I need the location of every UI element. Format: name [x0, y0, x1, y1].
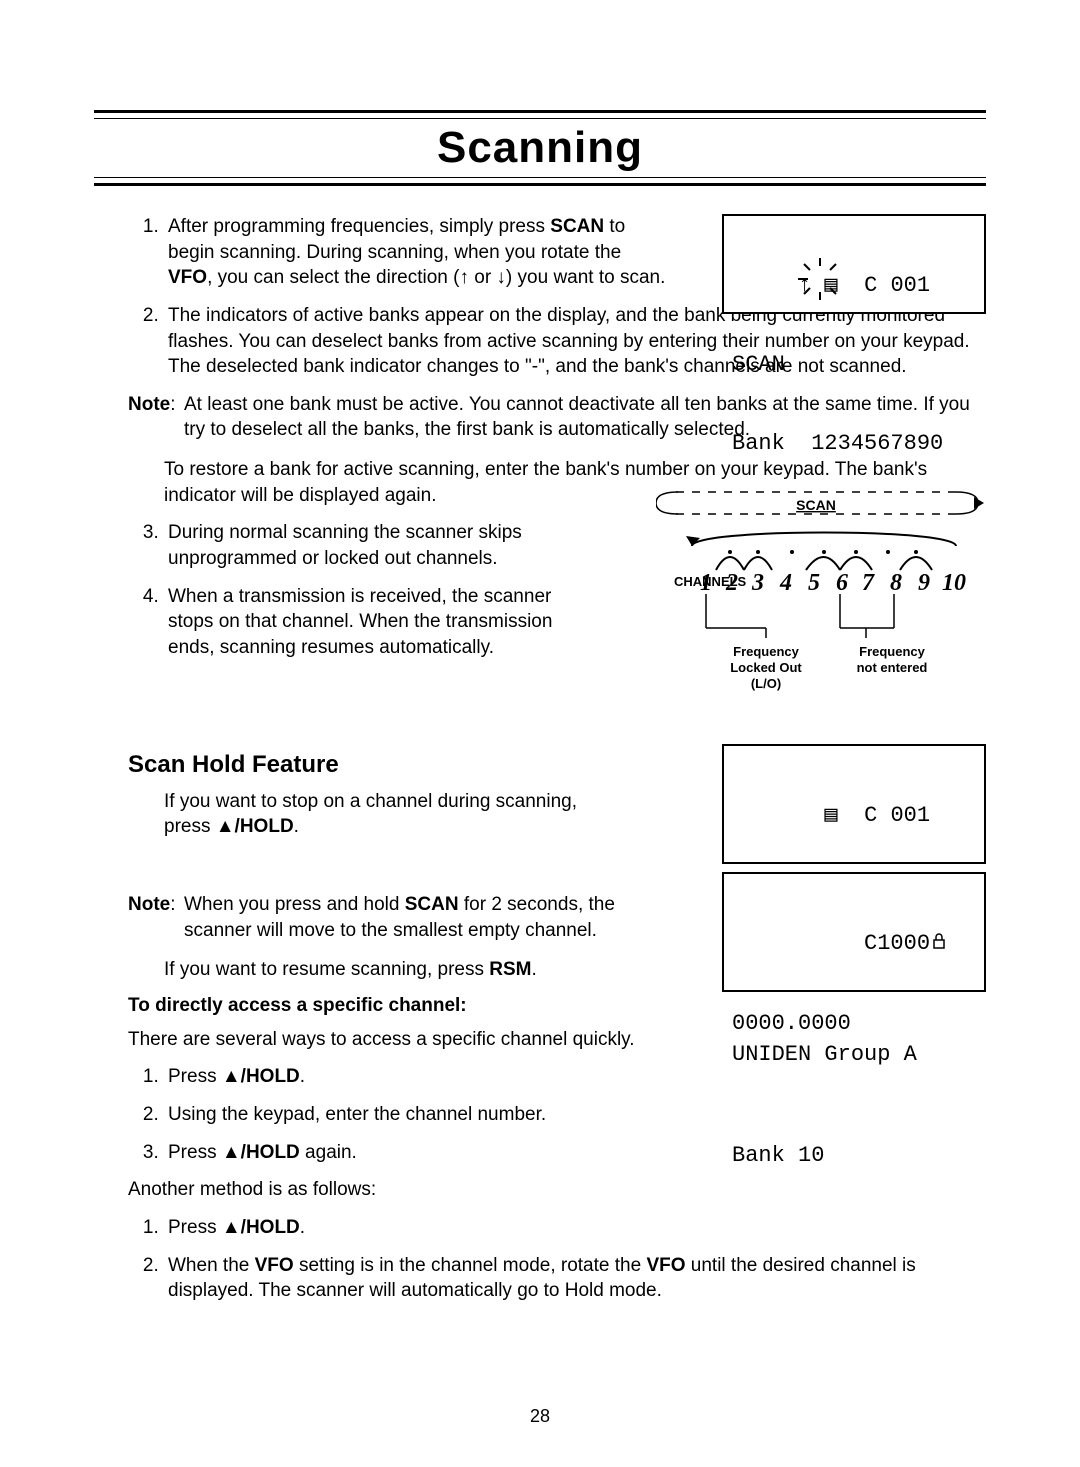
page-number: 28: [0, 1406, 1080, 1427]
lcd3-line1: C1000: [732, 931, 976, 958]
another-method-list: Press ▲/HOLD. When the VFO setting is in…: [128, 1215, 986, 1304]
lcd2-line1: ▤ C 001: [732, 803, 976, 829]
svg-text:3: 3: [751, 570, 764, 596]
lcd-display-3: C1000 0000.0000 Bank 10: [722, 872, 986, 992]
lcd1-line3: Bank 1234567890: [732, 431, 976, 457]
lcd-display-2: ▤ C 001 1300.0000 FM 25cm Amateur 1 UNID…: [722, 744, 986, 864]
svg-text:10: 10: [942, 570, 966, 596]
svg-text:not entered: not entered: [857, 660, 928, 675]
diagram-scan-label: SCAN: [796, 497, 836, 513]
svg-text:7: 7: [862, 570, 875, 596]
svg-text:6: 6: [836, 570, 848, 596]
paragraph: If you want to stop on a channel during …: [164, 789, 624, 840]
content-area: ↑ ▤ C 001 SCAN Bank 1234567890: [94, 214, 986, 1304]
list-item: When a transmission is received, the sca…: [164, 584, 568, 661]
scan-diagram: SCAN: [656, 488, 996, 708]
svg-text:2: 2: [725, 570, 738, 596]
lcd3-line4: Bank 10: [732, 1143, 976, 1169]
note-body: When you press and hold SCAN for 2 secon…: [184, 892, 658, 943]
svg-text:Frequency: Frequency: [859, 644, 926, 659]
rule-top: [94, 110, 986, 119]
svg-text:4: 4: [779, 570, 792, 596]
list-item: During normal scanning the scanner skips…: [164, 520, 548, 571]
svg-text:Locked Out: Locked Out: [730, 660, 802, 675]
flash-icon: [798, 258, 842, 300]
note-label: Note:: [128, 892, 184, 943]
lcd-display-1: ↑ ▤ C 001 SCAN Bank 1234567890: [722, 214, 986, 314]
list-item: When the VFO setting is in the channel m…: [164, 1253, 986, 1304]
svg-text:9: 9: [918, 570, 930, 596]
lcd3-line2: 0000.0000: [732, 1011, 976, 1037]
lcd1-line2: SCAN: [732, 352, 976, 378]
svg-text:8: 8: [890, 570, 902, 596]
svg-text:(L/O): (L/O): [751, 676, 781, 691]
svg-text:1: 1: [700, 570, 712, 596]
page-title: Scanning: [94, 123, 986, 173]
list-item: After programming frequencies, simply pr…: [164, 214, 668, 291]
svg-text:5: 5: [808, 570, 820, 596]
lcd1-line1: ↑ ▤ C 001: [732, 273, 976, 299]
lock-icon: [930, 932, 948, 958]
svg-text:Frequency: Frequency: [733, 644, 800, 659]
page: Scanning ↑ ▤ C 001 SCAN Bank 1234567890: [0, 0, 1080, 1467]
note-label: Note:: [128, 392, 184, 443]
note-block: Note: When you press and hold SCAN for 2…: [128, 892, 658, 943]
rule-bottom: [94, 177, 986, 186]
